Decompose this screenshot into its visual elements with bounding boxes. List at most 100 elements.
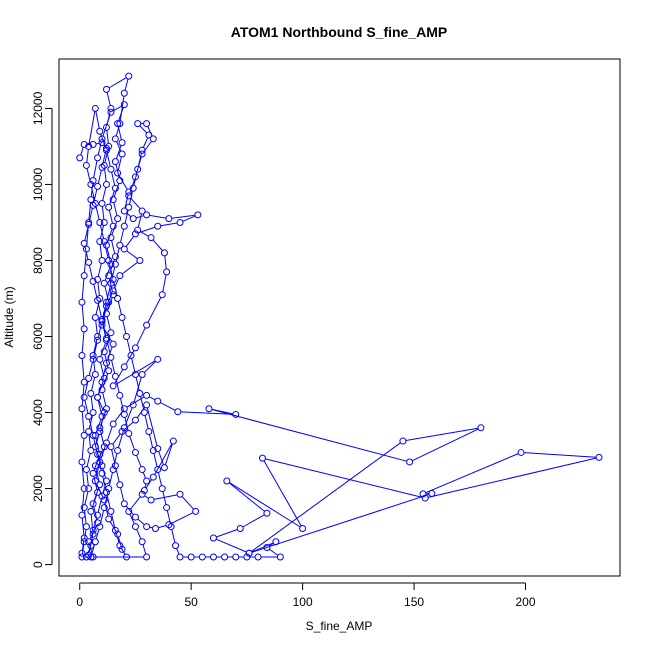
data-point bbox=[140, 486, 148, 494]
series-segment bbox=[115, 145, 122, 159]
series-segment bbox=[181, 496, 194, 510]
series-segment bbox=[111, 221, 118, 236]
data-point bbox=[109, 291, 117, 299]
series-segment bbox=[117, 156, 122, 171]
series-segment bbox=[140, 231, 149, 237]
series-segment bbox=[153, 453, 158, 467]
series-segment bbox=[126, 396, 145, 408]
series-segment bbox=[112, 433, 121, 445]
series-segment bbox=[88, 265, 93, 279]
series-segment bbox=[129, 179, 135, 194]
series-segment bbox=[154, 443, 173, 475]
y-tick-label: 2000 bbox=[31, 475, 45, 502]
data-point bbox=[111, 158, 119, 166]
series-segment bbox=[117, 430, 124, 448]
data-point bbox=[131, 173, 139, 181]
series-segment bbox=[97, 400, 102, 414]
data-point bbox=[80, 272, 88, 280]
data-point bbox=[102, 336, 110, 344]
series-segment bbox=[108, 77, 127, 89]
series-segment bbox=[144, 415, 149, 429]
series-segment bbox=[216, 538, 247, 553]
series-segment bbox=[524, 452, 597, 458]
series-segment bbox=[81, 464, 85, 486]
series-segment bbox=[95, 464, 100, 479]
data-point bbox=[100, 279, 108, 287]
data-point bbox=[100, 504, 108, 512]
data-point bbox=[129, 215, 137, 223]
data-point bbox=[143, 477, 151, 485]
series-segment bbox=[106, 426, 113, 441]
series-segment bbox=[84, 381, 89, 395]
series-segment bbox=[81, 278, 85, 300]
data-point bbox=[102, 123, 110, 131]
series-segment bbox=[130, 496, 141, 510]
series-segment bbox=[149, 434, 154, 448]
data-point bbox=[105, 485, 113, 493]
data-point bbox=[232, 553, 240, 561]
series-segment bbox=[104, 244, 109, 258]
data-point bbox=[123, 553, 131, 561]
data-point bbox=[105, 256, 113, 264]
data-point bbox=[154, 466, 162, 474]
data-point bbox=[80, 325, 88, 333]
series-segment bbox=[84, 227, 89, 241]
series-segment bbox=[118, 107, 124, 121]
data-point bbox=[98, 378, 106, 386]
series-segment bbox=[102, 304, 109, 319]
data-point bbox=[114, 294, 122, 302]
data-point bbox=[102, 439, 110, 447]
data-point bbox=[111, 462, 119, 470]
data-point bbox=[176, 553, 184, 561]
data-point bbox=[118, 314, 126, 321]
data-point bbox=[87, 180, 95, 188]
series-segment bbox=[113, 183, 120, 197]
series-segment bbox=[425, 453, 519, 494]
data-point bbox=[120, 424, 128, 432]
series-segment bbox=[109, 521, 117, 532]
data-point bbox=[131, 448, 139, 456]
series-segment bbox=[125, 235, 135, 247]
data-point bbox=[96, 428, 104, 436]
series-segment bbox=[142, 472, 146, 479]
data-point bbox=[87, 196, 95, 204]
data-point bbox=[595, 453, 603, 461]
series-segment bbox=[117, 536, 122, 547]
data-point bbox=[80, 393, 88, 401]
data-point bbox=[102, 85, 110, 93]
series-segment bbox=[412, 428, 479, 462]
data-point bbox=[118, 139, 126, 147]
series-segment bbox=[146, 407, 158, 446]
series-segment bbox=[81, 544, 85, 555]
series-segment bbox=[117, 301, 122, 315]
series-segment bbox=[91, 377, 96, 391]
data-point bbox=[80, 239, 88, 247]
data-point bbox=[116, 272, 124, 280]
data-point bbox=[114, 530, 122, 538]
series-segment bbox=[106, 130, 109, 144]
series-segment bbox=[98, 399, 104, 410]
series-segment bbox=[115, 533, 120, 543]
data-point bbox=[194, 211, 202, 219]
series-segment bbox=[100, 411, 106, 426]
data-point bbox=[85, 218, 93, 226]
series-segment bbox=[97, 282, 100, 296]
data-point bbox=[127, 352, 135, 360]
series-segment bbox=[125, 505, 134, 516]
series-layer bbox=[76, 72, 603, 561]
series-segment bbox=[88, 434, 92, 448]
data-point bbox=[198, 553, 206, 561]
data-point bbox=[138, 490, 146, 498]
data-point bbox=[263, 543, 271, 551]
data-point bbox=[105, 203, 113, 211]
series-segment bbox=[124, 194, 129, 209]
series-segment bbox=[229, 482, 301, 528]
data-point bbox=[116, 120, 124, 128]
data-point bbox=[163, 504, 171, 512]
data-point bbox=[94, 275, 102, 283]
data-point bbox=[100, 348, 108, 356]
data-point bbox=[118, 428, 126, 436]
series-segment bbox=[106, 92, 111, 106]
series-segment bbox=[84, 529, 87, 539]
